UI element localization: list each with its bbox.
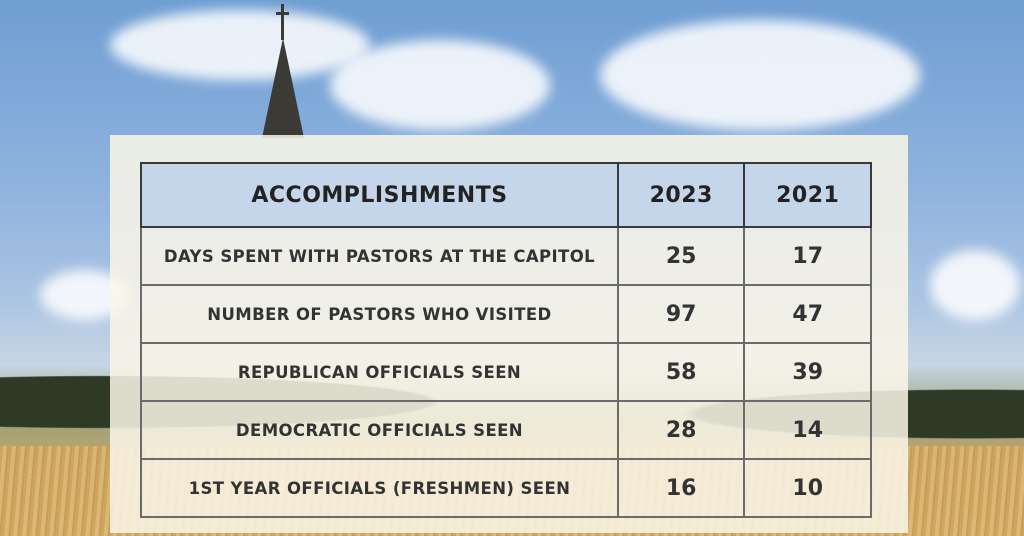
value-2021: 39 xyxy=(743,342,872,402)
church-spire xyxy=(262,38,304,138)
cloud xyxy=(930,250,1020,320)
table-row: DEMOCRATIC OFFICIALS SEEN 28 14 xyxy=(140,400,872,460)
value-2023: 16 xyxy=(616,458,746,518)
cross-icon xyxy=(281,4,284,40)
accomplishments-table: ACCOMPLISHMENTS 2023 2021 DAYS SPENT WIT… xyxy=(140,162,872,518)
table-row: REPUBLICAN OFFICIALS SEEN 58 39 xyxy=(140,342,872,402)
header-2021: 2021 xyxy=(743,162,872,228)
row-label: DEMOCRATIC OFFICIALS SEEN xyxy=(140,400,619,460)
row-label: 1ST YEAR OFFICIALS (FRESHMEN) SEEN xyxy=(140,458,619,518)
header-2023: 2023 xyxy=(616,162,746,228)
header-row: ACCOMPLISHMENTS 2023 2021 xyxy=(140,162,872,228)
value-2023: 58 xyxy=(616,342,746,402)
value-2023: 25 xyxy=(616,226,746,286)
row-label: NUMBER OF PASTORS WHO VISITED xyxy=(140,284,619,344)
row-label: DAYS SPENT WITH PASTORS AT THE CAPITOL xyxy=(140,226,619,286)
cloud xyxy=(600,20,920,130)
value-2021: 47 xyxy=(743,284,872,344)
table-row: 1ST YEAR OFFICIALS (FRESHMEN) SEEN 16 10 xyxy=(140,458,872,518)
value-2021: 14 xyxy=(743,400,872,460)
cross-icon-bar xyxy=(276,12,289,15)
value-2021: 17 xyxy=(743,226,872,286)
table-row: DAYS SPENT WITH PASTORS AT THE CAPITOL 2… xyxy=(140,226,872,286)
value-2021: 10 xyxy=(743,458,872,518)
value-2023: 28 xyxy=(616,400,746,460)
table-row: NUMBER OF PASTORS WHO VISITED 97 47 xyxy=(140,284,872,344)
cloud xyxy=(110,10,370,80)
row-label: REPUBLICAN OFFICIALS SEEN xyxy=(140,342,619,402)
header-accomplishments: ACCOMPLISHMENTS xyxy=(140,162,619,228)
cloud xyxy=(330,40,550,130)
value-2023: 97 xyxy=(616,284,746,344)
